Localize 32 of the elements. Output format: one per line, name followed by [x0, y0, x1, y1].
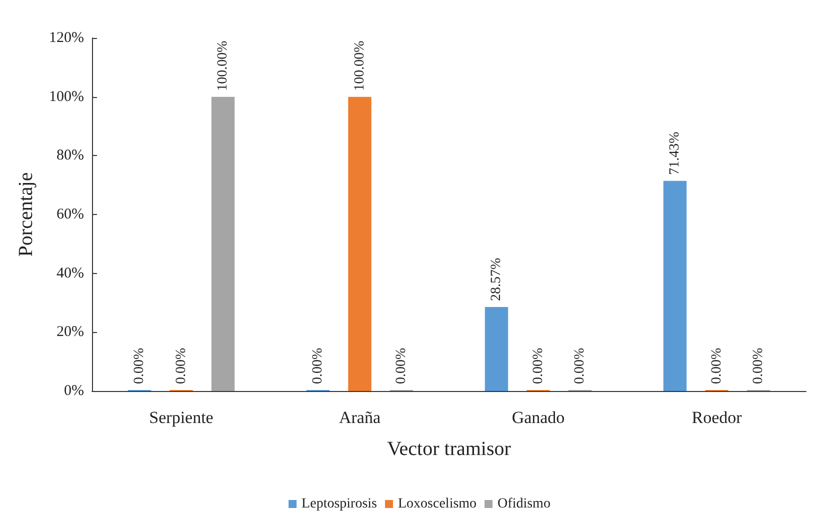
y-tick-label: 60%	[56, 206, 84, 222]
data-label: 0.00%	[132, 348, 147, 384]
x-axis-title: Vector tramisor	[387, 438, 512, 460]
y-axis-title: Porcentaje	[15, 172, 37, 257]
bar	[348, 96, 372, 391]
x-tick-label: Serpiente	[149, 408, 214, 427]
y-tick-label: 80%	[56, 148, 84, 164]
legend-label: Ofidismo	[498, 496, 550, 512]
bar	[211, 96, 235, 391]
bar	[663, 180, 687, 391]
data-label: 0.00%	[572, 348, 588, 384]
bar	[484, 306, 508, 391]
x-tick-label: Ganado	[512, 408, 565, 427]
data-label: 0.00%	[530, 348, 546, 384]
data-label: 0.00%	[394, 348, 410, 384]
y-tick-label: 40%	[56, 265, 84, 282]
data-label: 0.00%	[751, 348, 766, 384]
legend-label: Leptospirosis	[302, 496, 378, 512]
y-tick-label: 100%	[49, 88, 84, 105]
x-tick-label: Araña	[338, 408, 381, 427]
y-tick-label: 120%	[49, 30, 84, 46]
x-tick-label: Roedor	[692, 408, 742, 427]
data-label: 100.00%	[352, 40, 368, 91]
legend-label: Loxoscelismo	[398, 496, 477, 512]
data-label: 71.43%	[667, 131, 682, 175]
data-label: 0.00%	[310, 348, 326, 384]
data-label: 0.00%	[709, 348, 724, 384]
y-tick-label: 20%	[56, 324, 84, 340]
data-label: 100.00%	[216, 40, 231, 91]
data-label: 28.57%	[488, 257, 504, 301]
y-tick-label: 0%	[64, 383, 84, 399]
data-label: 0.00%	[174, 348, 189, 384]
